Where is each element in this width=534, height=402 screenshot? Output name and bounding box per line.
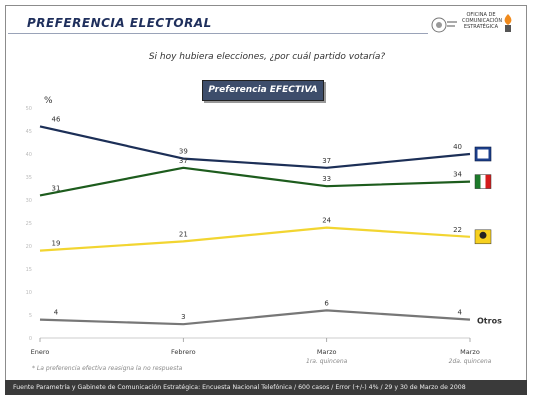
data-label: 31: [52, 184, 61, 192]
data-label: 37: [179, 157, 188, 165]
data-label: 24: [322, 217, 331, 225]
x-tick-label: Febrero: [171, 348, 196, 356]
otros-label: Otros: [477, 317, 502, 326]
y-tick-label: 10: [26, 290, 32, 296]
chart-frame: [5, 5, 527, 395]
series-line-pan: [39, 125, 471, 169]
data-label: 33: [322, 175, 331, 183]
series-line-prd: [39, 226, 471, 252]
source-footer: Fuente Parametría y Gabinete de Comunica…: [5, 380, 527, 395]
y-tick-label: 5: [29, 313, 32, 319]
y-tick-label: 50: [26, 106, 32, 112]
y-tick-label: 40: [26, 152, 32, 158]
series-line-pri: [39, 166, 471, 197]
y-tick-label: 20: [26, 244, 32, 250]
pri-logo-white: [480, 174, 486, 189]
x-tick-label: Enero: [31, 348, 50, 356]
x-tick-sublabel: 2da. quincena: [449, 358, 492, 365]
footnote: * La preferencia efectiva reasigna la no…: [32, 365, 183, 372]
x-tick-label: Marzo: [317, 348, 337, 356]
y-tick-label: 45: [26, 129, 32, 135]
y-axis-label: %: [44, 96, 53, 106]
oficina-logo: OFICINA DE COMUNICACIÓN ESTRATÉGICA: [462, 12, 503, 38]
y-tick-label: 0: [29, 336, 32, 342]
data-label: 37: [322, 157, 331, 165]
survey-question: Si hoy hubiera elecciones, ¿por cuál par…: [148, 52, 386, 62]
oficina-logo-text: OFICINA DE COMUNICACIÓN ESTRATÉGICA: [462, 12, 503, 30]
data-label: 6: [324, 299, 329, 307]
data-label: 4: [54, 309, 59, 317]
data-label: 3: [181, 313, 185, 321]
data-label: 4: [458, 309, 463, 317]
torch-logo: [504, 14, 512, 32]
prd-logo-sun: [479, 231, 487, 239]
data-label: 21: [179, 230, 188, 238]
eagle-seal-logo: [431, 17, 457, 33]
y-tick-label: 35: [26, 175, 32, 181]
data-label: 46: [52, 115, 61, 123]
page-title: PREFERENCIA ELECTORAL: [27, 16, 212, 30]
pri-logo-border: [474, 174, 492, 189]
x-tick-label: Marzo: [460, 348, 480, 356]
pan-logo-inner: [477, 149, 489, 159]
pri-logo-icon: [475, 174, 481, 189]
data-label: 39: [179, 148, 188, 156]
data-label: 19: [52, 240, 61, 248]
preferencia-badge: Preferencia EFECTIVA: [202, 80, 324, 101]
data-label: 34: [453, 171, 462, 179]
y-tick-label: 30: [26, 198, 32, 204]
data-label: 40: [453, 143, 462, 151]
y-tick-label: 15: [26, 267, 32, 273]
title-divider: [8, 33, 428, 34]
pri-logo-red: [485, 174, 491, 189]
series-line-otros: [39, 309, 471, 326]
x-tick-sublabel: 1ra. quincena: [306, 358, 348, 365]
y-tick-label: 25: [26, 221, 32, 227]
data-label: 22: [453, 226, 462, 234]
